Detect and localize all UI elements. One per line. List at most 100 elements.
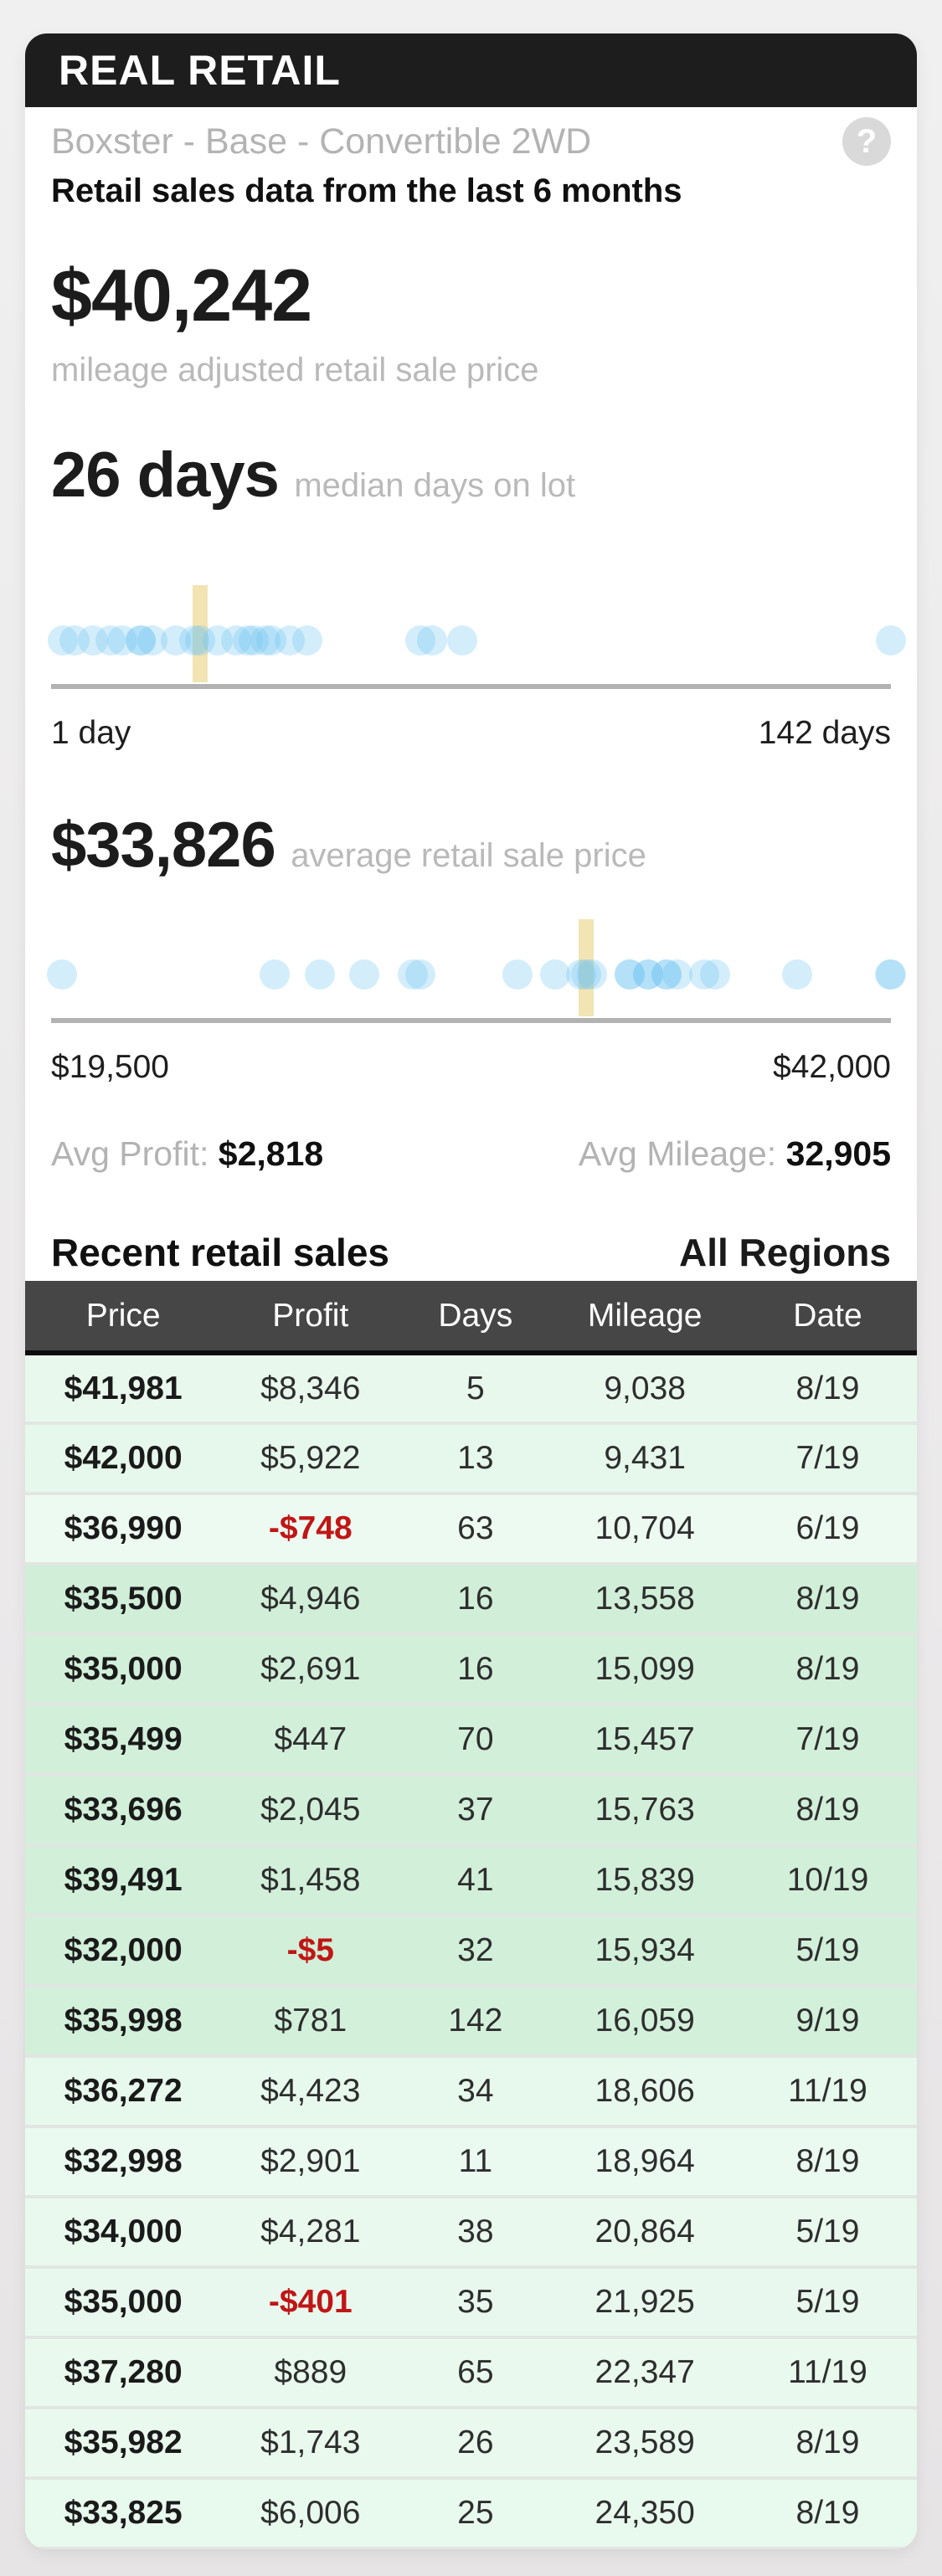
cell-mileage: 9,038 [551, 1353, 739, 1425]
days-on-lot-strip-dot [95, 625, 126, 656]
cell-date: 11/19 [738, 2056, 917, 2128]
cell-days: 63 [399, 1494, 552, 1566]
column-header-price: Price [25, 1281, 222, 1355]
cell-date: 7/19 [738, 1423, 917, 1495]
days-on-lot-strip-dot [184, 625, 215, 656]
average-price-value: $33,826 [51, 810, 276, 881]
days-on-lot-strip-dot [136, 625, 167, 656]
cell-price: $36,272 [25, 2056, 222, 2128]
cell-days: 16 [399, 1634, 552, 1706]
cell-profit: $2,901 [221, 2126, 400, 2198]
median-days-caption: median days on lot [294, 467, 576, 504]
table-row: $39,491 $1,458 41 15,839 10/19 [25, 1845, 917, 1917]
cell-mileage: 10,704 [551, 1494, 739, 1566]
cell-profit: $889 [221, 2337, 400, 2409]
avg-profit-value: $2,818 [218, 1134, 324, 1173]
sale-price-strip-dot [688, 959, 719, 990]
avg-profit: Avg Profit: $2,818 [51, 1134, 323, 1174]
cell-days: 25 [399, 2478, 552, 2549]
column-header-mileage: Mileage [551, 1281, 739, 1355]
sale-price-strip-dot [260, 959, 291, 990]
table-row: $35,000 $2,691 16 15,099 8/19 [25, 1634, 917, 1706]
sale-price-strip-marker [578, 919, 594, 1016]
table-row: $36,272 $4,423 34 18,606 11/19 [25, 2056, 917, 2128]
cell-profit: $781 [221, 1986, 400, 2058]
table-row: $35,000 -$401 35 21,925 5/19 [25, 2267, 917, 2339]
days-on-lot-strip-dot [77, 625, 108, 656]
cell-price: $32,000 [25, 1915, 222, 1987]
cell-mileage: 20,864 [551, 2197, 739, 2269]
cell-mileage: 15,763 [551, 1775, 739, 1847]
days-on-lot-strip-dot [125, 625, 156, 656]
cell-date: 5/19 [738, 2197, 917, 2269]
cell-price: $34,000 [25, 2197, 222, 2269]
cell-date: 10/19 [738, 1845, 917, 1917]
cell-profit: $4,946 [221, 1564, 400, 1636]
table-row: $41,981 $8,346 5 9,038 8/19 [25, 1353, 917, 1425]
question-mark-icon[interactable]: ? [842, 117, 891, 166]
table-row: $35,998 $781 142 16,059 9/19 [25, 1986, 917, 2058]
days-axis-line [51, 684, 891, 689]
cell-price: $35,982 [25, 2408, 222, 2480]
sale-price-strip-dot [614, 959, 645, 990]
cell-price: $33,825 [25, 2478, 222, 2549]
days-on-lot-strip-dot [107, 625, 138, 656]
days-on-lot-strip-dot [446, 625, 477, 656]
cell-days: 142 [399, 1986, 552, 2058]
cell-profit: -$748 [221, 1494, 400, 1566]
real-retail-card: REAL RETAIL Boxster - Base - Convertible… [25, 33, 917, 2549]
cell-days: 26 [399, 2408, 552, 2480]
price-axis-line [51, 1018, 891, 1023]
days-on-lot-strip-dot [125, 625, 156, 656]
column-header-profit: Profit [221, 1281, 400, 1355]
cell-profit: $2,691 [221, 1634, 400, 1706]
cell-days: 35 [399, 2267, 552, 2339]
table-header-row: Price Profit Days Mileage Date [25, 1281, 917, 1355]
cell-date: 8/19 [738, 1564, 917, 1636]
adjusted-retail-price-caption: mileage adjusted retail sale price [51, 352, 539, 388]
cell-date: 8/19 [738, 1634, 917, 1706]
cell-mileage: 15,839 [551, 1845, 739, 1917]
days-on-lot-strip-dot [417, 625, 448, 656]
cell-mileage: 21,925 [551, 2267, 739, 2339]
cell-days: 13 [399, 1423, 552, 1495]
cell-mileage: 13,558 [551, 1564, 739, 1636]
cell-price: $41,981 [25, 1353, 222, 1425]
cell-days: 34 [399, 2056, 552, 2128]
table-row: $33,696 $2,045 37 15,763 8/19 [25, 1775, 917, 1847]
cell-date: 7/19 [738, 1704, 917, 1776]
vehicle-trim-label: Boxster - Base - Convertible 2WD [51, 121, 592, 162]
cell-days: 16 [399, 1564, 552, 1636]
cell-profit: $1,743 [221, 2408, 400, 2480]
cell-profit: -$401 [221, 2267, 400, 2339]
cell-price: $42,000 [25, 1423, 222, 1495]
cell-profit: $4,423 [221, 2056, 400, 2128]
cell-days: 65 [399, 2337, 552, 2409]
cell-mileage: 15,099 [551, 1634, 739, 1706]
cell-days: 41 [399, 1845, 552, 1917]
price-axis-max-label: $42,000 [773, 1049, 891, 1085]
sale-price-strip-plot [25, 911, 917, 1028]
card-title-bar: REAL RETAIL [25, 33, 917, 107]
cell-profit: $2,045 [221, 1775, 400, 1847]
sale-price-strip-dot [633, 959, 664, 990]
sale-price-strip-dot [633, 959, 664, 990]
days-on-lot-strip-dot [250, 625, 281, 656]
region-filter-button[interactable]: All Regions [678, 1231, 891, 1274]
sale-price-strip-dot [502, 959, 533, 990]
days-on-lot-strip-marker [192, 585, 208, 682]
cell-days: 70 [399, 1704, 552, 1776]
adjusted-retail-price-value: $40,242 [51, 254, 312, 337]
cell-date: 9/19 [738, 1986, 917, 2058]
days-on-lot-strip-dot [220, 625, 251, 656]
cell-date: 5/19 [738, 2267, 917, 2339]
days-axis-max-label: 142 days [758, 715, 891, 751]
days-on-lot-strip-dot [238, 625, 269, 656]
sale-price-strip-dot [577, 959, 608, 990]
cell-price: $35,499 [25, 1704, 222, 1776]
cell-mileage: 22,347 [551, 2337, 739, 2409]
table-row: $32,000 -$5 32 15,934 5/19 [25, 1915, 917, 1987]
days-on-lot-strip-dot [256, 625, 287, 656]
cell-mileage: 15,934 [551, 1915, 739, 1987]
sale-price-strip-dot [565, 959, 596, 990]
